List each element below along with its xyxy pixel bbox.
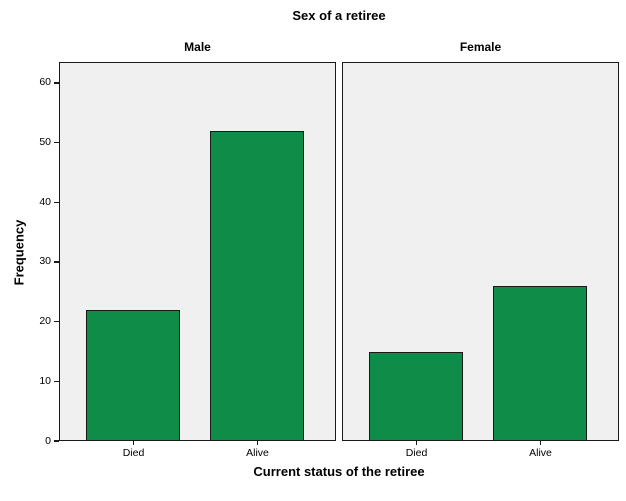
x-axis-title: Current status of the retiree — [253, 464, 425, 479]
x-tick-mark-female-alive — [539, 441, 542, 445]
y-tick-label-30: 30 — [39, 255, 51, 268]
y-axis-title: Frequency — [11, 219, 27, 286]
bar-male-alive — [210, 131, 304, 440]
bar-female-alive — [493, 286, 587, 440]
y-tick-mark-50 — [54, 141, 59, 144]
y-tick-label-60: 60 — [39, 76, 51, 89]
x-tick-mark-male-alive — [256, 441, 259, 445]
y-tick-mark-20 — [54, 320, 59, 323]
x-category-label-female-alive: Alive — [529, 447, 552, 459]
y-tick-mark-30 — [54, 261, 59, 263]
bar-male-died — [86, 310, 180, 440]
bar-female-died — [369, 351, 463, 440]
facet-label-male: Male — [184, 40, 211, 54]
y-tick-label-0: 0 — [45, 434, 51, 447]
x-category-label-male-alive: Alive — [246, 447, 269, 459]
y-tick-mark-10 — [54, 380, 59, 383]
x-tick-mark-female-died — [415, 441, 418, 445]
y-tick-label-50: 50 — [39, 136, 51, 149]
y-tick-mark-0 — [54, 440, 59, 442]
y-tick-mark-60 — [54, 82, 59, 84]
x-tick-mark-male-died — [132, 441, 135, 445]
y-tick-label-20: 20 — [39, 315, 51, 328]
facet-label-female: Female — [459, 40, 502, 54]
y-tick-label-40: 40 — [39, 195, 51, 208]
x-category-label-male-died: Died — [122, 447, 145, 459]
panel-female — [342, 62, 619, 441]
chart-title: Sex of a retiree — [292, 8, 386, 23]
panel-male — [59, 62, 336, 441]
y-tick-mark-40 — [54, 201, 59, 203]
x-category-label-female-died: Died — [405, 447, 428, 459]
y-tick-label-10: 10 — [39, 374, 51, 387]
